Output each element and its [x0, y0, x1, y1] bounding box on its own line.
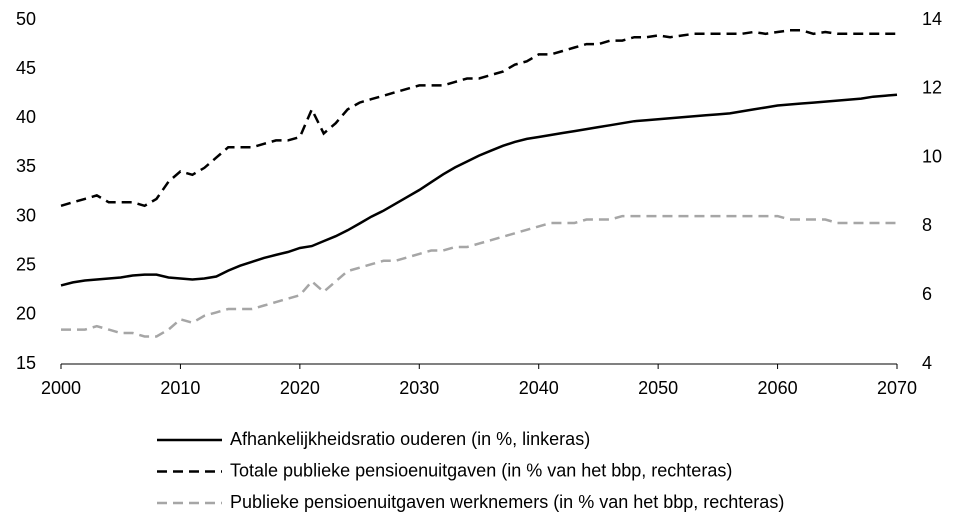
x-tick-label: 2010 [160, 378, 200, 398]
series-line [60, 29, 897, 208]
y-tick-label: 15 [16, 353, 36, 373]
x-tick-label: 2050 [638, 378, 678, 398]
legend-label: Publieke pensioenuitgaven werknemers (in… [230, 492, 784, 512]
y2-tick-label: 4 [922, 353, 932, 373]
y-tick-label: 45 [16, 58, 36, 78]
legend-label: Afhankelijkheidsratio ouderen (in %, lin… [230, 429, 590, 449]
y2-tick-label: 8 [922, 215, 932, 235]
y-tick-label: 35 [16, 156, 36, 176]
y-tick-label: 30 [16, 205, 36, 225]
x-tick-label: 2040 [519, 378, 559, 398]
y-tick-label: 25 [16, 254, 36, 274]
y-tick-label: 50 [16, 9, 36, 29]
x-tick-label: 2020 [280, 378, 320, 398]
y-tick-label: 40 [16, 107, 36, 127]
legend-label: Totale publieke pensioenuitgaven (in % v… [230, 460, 732, 480]
x-tick-label: 2070 [877, 378, 917, 398]
y-tick-label: 20 [16, 304, 36, 324]
y2-tick-label: 10 [922, 146, 942, 166]
series-line [60, 93, 898, 287]
x-tick-label: 2000 [41, 378, 81, 398]
y2-tick-label: 6 [922, 284, 932, 304]
y2-tick-label: 12 [922, 78, 942, 98]
y2-tick-label: 14 [922, 9, 942, 29]
x-tick-label: 2030 [399, 378, 439, 398]
series-line [61, 214, 897, 338]
x-tick-label: 2060 [758, 378, 798, 398]
